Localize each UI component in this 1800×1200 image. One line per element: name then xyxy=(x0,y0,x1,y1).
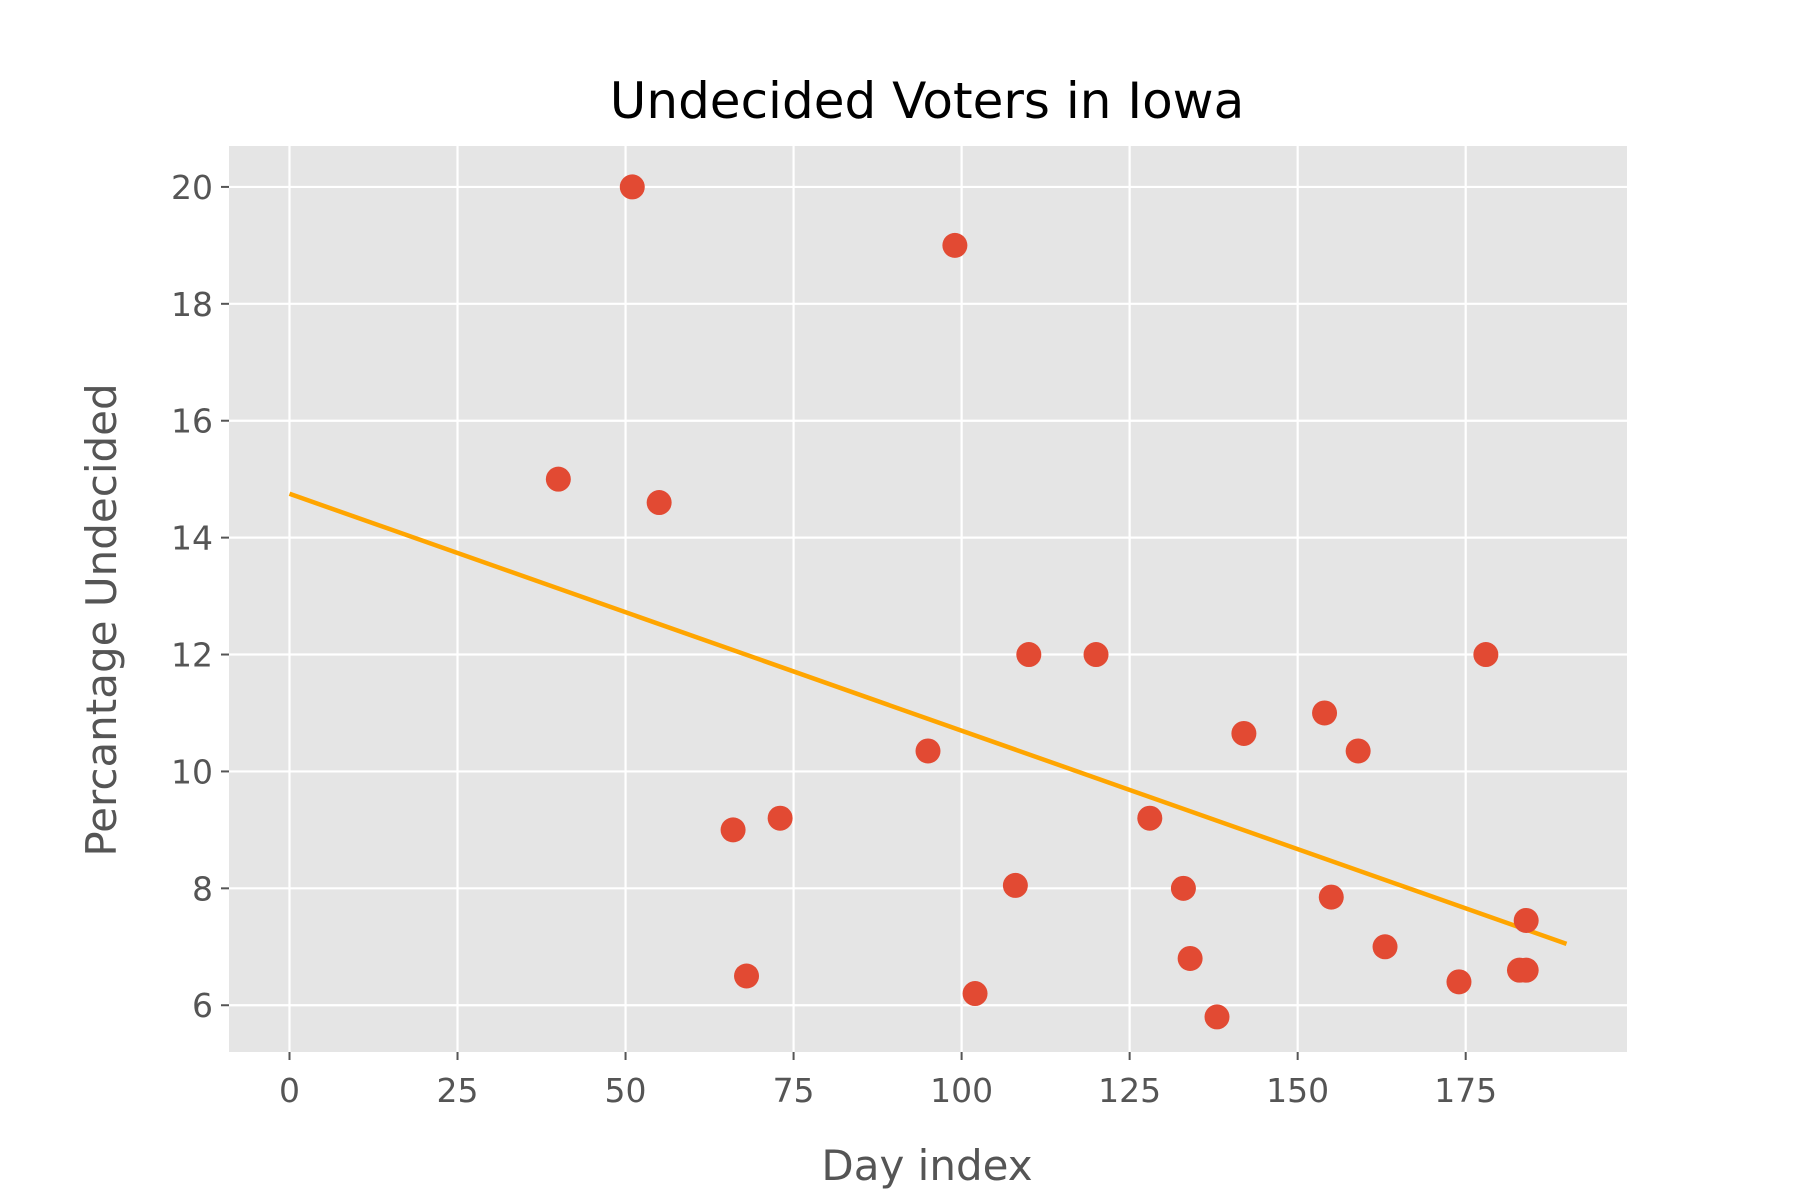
chart-title: Undecided Voters in Iowa xyxy=(610,72,1244,130)
scatter-point xyxy=(734,963,760,989)
scatter-point xyxy=(619,174,645,200)
y-axis-ticks: 6 8 10 12 14 16 18 20 xyxy=(171,168,229,1025)
scatter-point xyxy=(962,981,988,1007)
scatter-point xyxy=(767,805,793,831)
y-axis-label: Percantage Undecided xyxy=(77,383,126,856)
scatter-point xyxy=(1177,945,1203,971)
scatter-point xyxy=(646,490,672,516)
scatter-point xyxy=(1083,642,1109,668)
scatter-point xyxy=(1204,1004,1230,1030)
scatter-point xyxy=(720,817,746,843)
y-tick-label: 16 xyxy=(171,402,213,441)
x-tick-label: 0 xyxy=(279,1071,300,1110)
data-points xyxy=(545,174,1539,1030)
scatter-point xyxy=(1446,969,1472,995)
scatter-point xyxy=(1345,738,1371,764)
y-tick-label: 20 xyxy=(171,168,213,207)
scatter-point xyxy=(1513,957,1539,983)
plot-background xyxy=(229,146,1627,1052)
trend-line xyxy=(288,491,1568,946)
scatter-point xyxy=(1473,642,1499,668)
x-axis-ticks: 0 25 50 75 100 125 150 175 xyxy=(279,1052,1497,1110)
scatter-point xyxy=(1137,805,1163,831)
scatter-point xyxy=(1002,872,1028,898)
x-tick-label: 75 xyxy=(773,1071,815,1110)
y-tick-label: 14 xyxy=(171,519,213,558)
x-tick-label: 150 xyxy=(1266,1071,1329,1110)
scatter-point xyxy=(942,232,968,258)
scatter-point xyxy=(1513,907,1539,933)
y-tick-label: 8 xyxy=(192,869,213,908)
x-tick-label: 175 xyxy=(1434,1071,1497,1110)
scatter-point xyxy=(545,466,571,492)
grid-lines xyxy=(229,146,1627,1052)
x-tick-label: 25 xyxy=(437,1071,479,1110)
scatter-point xyxy=(915,738,941,764)
x-tick-label: 100 xyxy=(930,1071,993,1110)
y-tick-label: 10 xyxy=(171,752,213,791)
scatter-point xyxy=(1170,875,1196,901)
y-tick-label: 12 xyxy=(171,636,213,675)
scatter-point xyxy=(1318,884,1344,910)
y-tick-label: 18 xyxy=(171,285,213,324)
x-tick-label: 50 xyxy=(605,1071,647,1110)
scatter-point xyxy=(1372,934,1398,960)
y-tick-label: 6 xyxy=(192,986,213,1025)
trend-line-layer xyxy=(288,491,1568,946)
scatter-point xyxy=(1231,720,1257,746)
x-axis-label: Day index xyxy=(821,1141,1032,1190)
x-tick-label: 125 xyxy=(1098,1071,1161,1110)
scatter-point xyxy=(1016,642,1042,668)
scatter-point xyxy=(1312,700,1338,726)
